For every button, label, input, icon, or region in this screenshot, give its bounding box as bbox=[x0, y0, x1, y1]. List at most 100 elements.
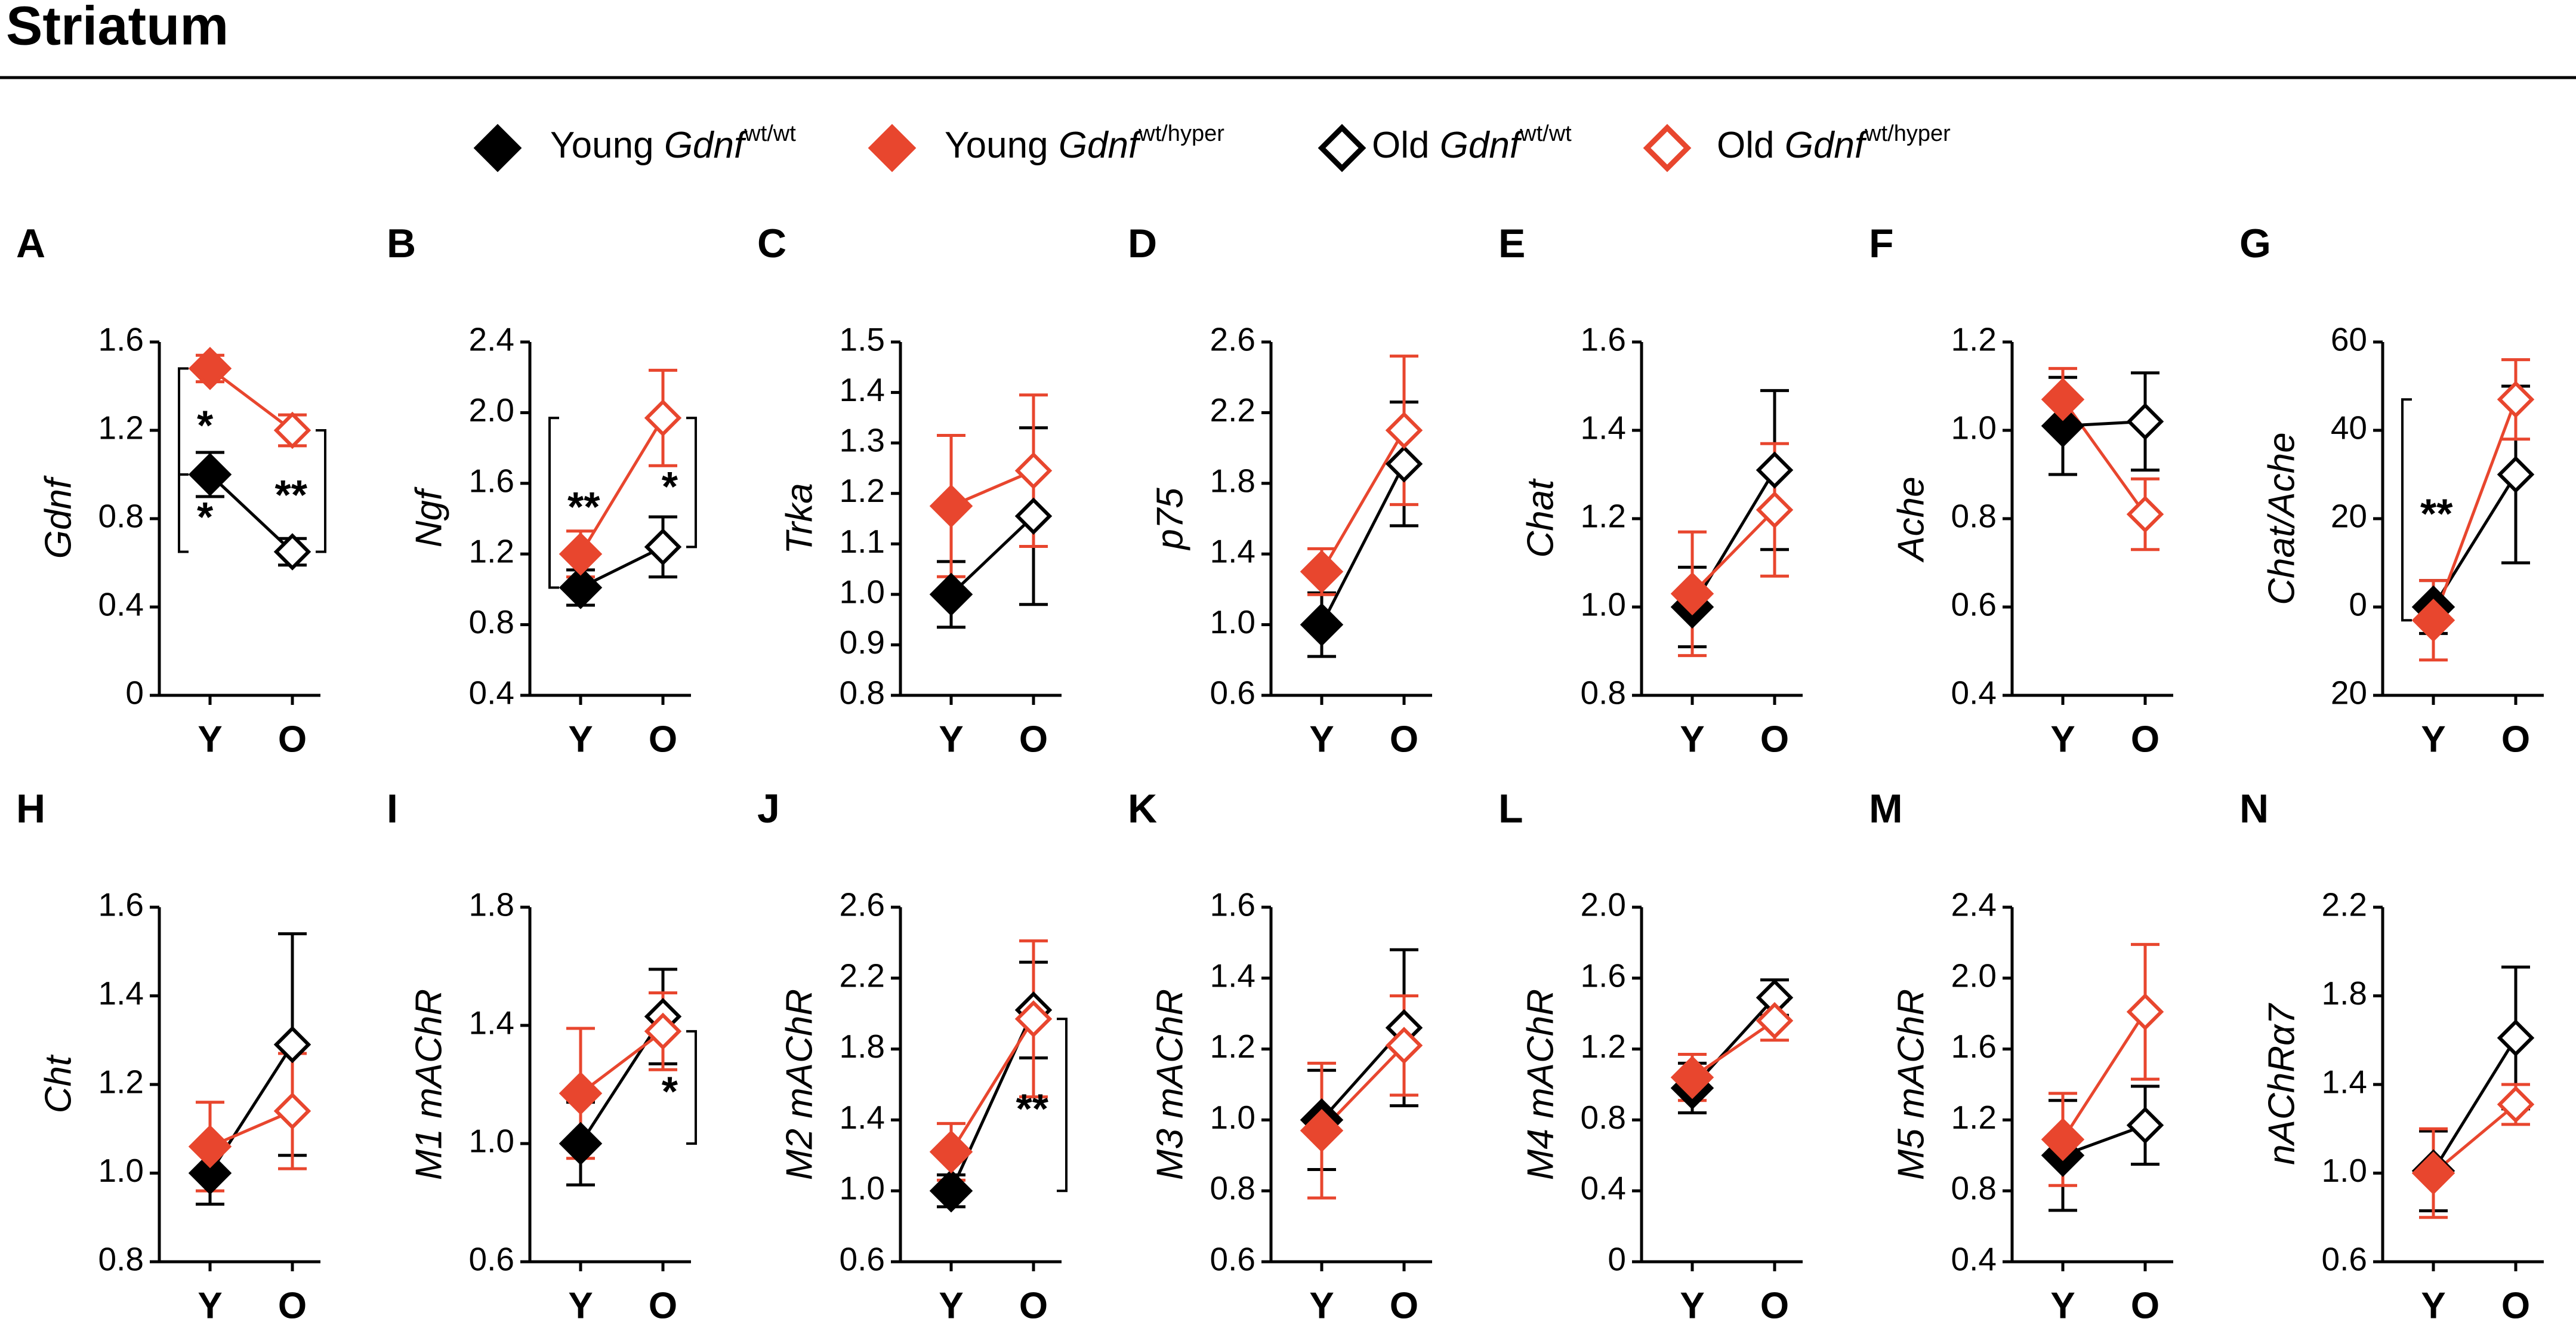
x-tick-label: Y bbox=[2050, 719, 2075, 760]
significance-bracket bbox=[316, 429, 326, 553]
y-tick-label: 1.0 bbox=[1581, 586, 1626, 623]
series-line bbox=[1690, 469, 1776, 608]
y-tick-label: 1.2 bbox=[469, 533, 514, 570]
y-tick-label: 0.8 bbox=[469, 603, 514, 640]
y-tick-label: 1.6 bbox=[98, 321, 144, 358]
y-tick-label: 0.6 bbox=[1210, 674, 1255, 711]
data-point bbox=[559, 1121, 603, 1166]
significance-label: ** bbox=[1016, 1086, 1049, 1132]
series-line bbox=[2061, 1010, 2147, 1141]
data-point bbox=[1385, 445, 1423, 483]
significance-label: ** bbox=[567, 483, 600, 530]
x-tick-label: Y bbox=[198, 1285, 222, 1326]
y-axis-label: M5 mAChR bbox=[1890, 989, 1932, 1180]
x-tick-label: Y bbox=[2050, 1285, 2075, 1326]
significance-label: ** bbox=[2420, 491, 2453, 537]
y-tick-label: 0 bbox=[1608, 1241, 1626, 1278]
legend-text: Old bbox=[1372, 125, 1429, 166]
legend-gene: Gdnf bbox=[1785, 125, 1868, 166]
y-tick-label: 1.8 bbox=[1210, 462, 1255, 499]
panel-letter: D bbox=[1128, 221, 1157, 266]
y-axis-label: M3 mAChR bbox=[1149, 989, 1190, 1180]
y-tick-label: 1.0 bbox=[840, 573, 885, 610]
legend-marker bbox=[473, 124, 522, 172]
y-tick-label: 1.4 bbox=[840, 1099, 885, 1136]
y-tick-label: 1.2 bbox=[1951, 1099, 1997, 1136]
data-point bbox=[929, 1130, 973, 1174]
y-tick-label: 1.0 bbox=[1210, 1099, 1255, 1136]
data-point bbox=[1385, 1027, 1423, 1064]
legend-label: Old Gdnfwt/hyper bbox=[1717, 121, 1951, 166]
data-point bbox=[188, 1151, 232, 1195]
x-tick-label: Y bbox=[2421, 719, 2445, 760]
data-point bbox=[1300, 603, 1344, 646]
y-tick-label: 1.6 bbox=[469, 462, 514, 499]
y-tick-label: 0.6 bbox=[1210, 1241, 1255, 1278]
y-tick-label: 1.4 bbox=[2322, 1064, 2367, 1101]
legend-marker bbox=[1318, 124, 1366, 172]
series-line bbox=[1320, 463, 1406, 626]
legend-label: Young Gdnfwt/hyper bbox=[945, 121, 1224, 166]
legend-genotype: wt/hyper bbox=[1138, 121, 1224, 146]
data-point bbox=[929, 1169, 973, 1213]
y-axis-label: M4 mAChR bbox=[1520, 989, 1561, 1180]
x-tick-label: O bbox=[649, 719, 677, 760]
legend-gene: Gdnf bbox=[1440, 125, 1523, 166]
data-point bbox=[1014, 497, 1053, 535]
data-point bbox=[644, 528, 682, 566]
y-axis-label: Gdnf bbox=[38, 475, 79, 559]
legend-marker bbox=[1643, 124, 1692, 172]
y-tick-label: 40 bbox=[2331, 409, 2367, 446]
y-tick-label: 2.0 bbox=[469, 392, 514, 429]
data-point bbox=[2411, 1151, 2455, 1195]
data-point bbox=[2126, 993, 2164, 1031]
data-point bbox=[644, 1012, 682, 1050]
data-point bbox=[1670, 572, 1714, 616]
x-tick-label: O bbox=[1390, 719, 1418, 760]
data-point bbox=[1385, 411, 1423, 449]
data-point bbox=[1756, 1002, 1794, 1040]
y-tick-label: 1.4 bbox=[1210, 957, 1255, 994]
y-axis-label: M2 mAChR bbox=[779, 989, 820, 1180]
data-point bbox=[2041, 404, 2085, 448]
x-tick-label: O bbox=[2131, 719, 2159, 760]
legend-text: Young bbox=[550, 125, 654, 166]
y-tick-label: 0.8 bbox=[98, 1241, 144, 1278]
legend-text: Old bbox=[1717, 125, 1774, 166]
y-tick-label: 1.6 bbox=[1210, 886, 1255, 923]
figure-title: Striatum bbox=[6, 0, 229, 56]
y-tick-label: 2.4 bbox=[469, 321, 514, 358]
y-tick-label: 1.6 bbox=[98, 886, 144, 923]
data-point bbox=[2497, 455, 2535, 494]
y-axis-label: Trka bbox=[779, 483, 820, 554]
panel-letter: M bbox=[1869, 786, 1903, 831]
y-axis-label: M1 mAChR bbox=[408, 989, 449, 1180]
y-tick-label: 2.6 bbox=[840, 886, 885, 923]
legend-gene: Gdnf bbox=[664, 125, 748, 166]
data-point bbox=[2041, 1117, 2085, 1161]
y-axis-label: Ngf bbox=[408, 486, 449, 547]
y-tick-label: 1.8 bbox=[469, 886, 514, 923]
significance-bracket bbox=[1057, 1018, 1068, 1193]
x-tick-label: O bbox=[1390, 1285, 1418, 1326]
y-axis-label: Chat/Ache bbox=[2261, 432, 2302, 605]
x-tick-label: Y bbox=[939, 1285, 963, 1326]
significance-label: * bbox=[662, 1068, 678, 1114]
y-tick-label: 20 bbox=[2331, 498, 2367, 535]
legend-genotype: wt/wt bbox=[1519, 121, 1572, 146]
significance-label: * bbox=[197, 402, 214, 449]
panel-letter: H bbox=[16, 786, 45, 831]
data-point bbox=[273, 1025, 311, 1064]
data-point bbox=[644, 399, 682, 437]
x-tick-label: Y bbox=[1680, 1285, 1704, 1326]
y-tick-label: 2.2 bbox=[1210, 392, 1255, 429]
series-line bbox=[949, 1018, 1035, 1153]
y-tick-label: 1.2 bbox=[1951, 321, 1997, 358]
x-tick-label: Y bbox=[2421, 1285, 2445, 1326]
data-point bbox=[2126, 495, 2164, 533]
y-tick-label: 0.4 bbox=[469, 674, 514, 711]
data-point bbox=[188, 452, 232, 497]
data-point bbox=[2497, 1086, 2535, 1123]
y-tick-label: 1.2 bbox=[1581, 498, 1626, 535]
